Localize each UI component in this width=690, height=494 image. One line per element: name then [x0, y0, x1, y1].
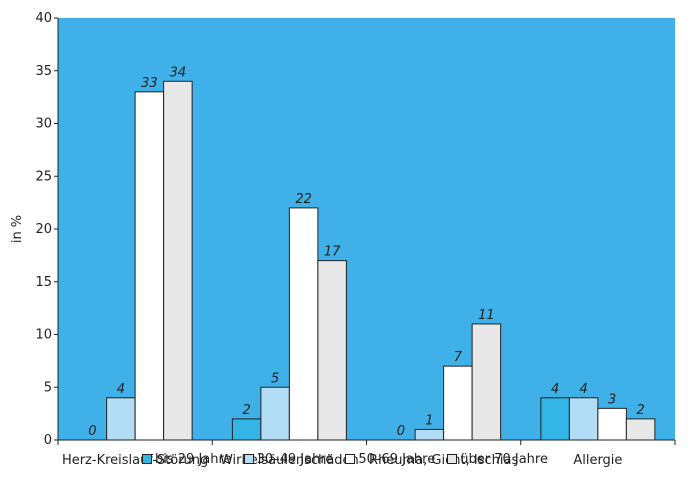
bar [597, 407, 627, 441]
legend-label: bis 29 Jahre [155, 451, 232, 467]
legend-label: über 70 Jahre [460, 451, 548, 467]
legend-label: 50–69 Jahre [358, 451, 436, 467]
data-label: 33 [141, 76, 158, 91]
data-label: 0 [88, 424, 96, 439]
bar [443, 365, 473, 441]
bar [471, 323, 502, 441]
data-label: 4 [117, 382, 125, 397]
bar [414, 428, 445, 441]
bar [625, 418, 656, 441]
data-label: 4 [551, 382, 559, 397]
legend-item: bis 29 Jahre [142, 452, 232, 467]
data-label: 1 [425, 413, 433, 428]
bar [231, 418, 262, 441]
y-tick-label: 35 [35, 64, 52, 79]
data-label: 17 [324, 245, 341, 260]
category-label: Wirbelsäulenschäden [220, 453, 359, 468]
data-label: 2 [242, 403, 250, 418]
legend-swatch [243, 454, 254, 464]
y-tick-label: 40 [35, 11, 52, 26]
data-label: 0 [397, 424, 405, 439]
y-axis-title: in % [10, 215, 25, 243]
legend-label: 30–49 Jahre [256, 451, 334, 467]
data-label: 22 [295, 192, 312, 207]
legend-swatch [345, 454, 356, 464]
bar [260, 386, 290, 441]
y-tick-label: 10 [35, 328, 52, 343]
y-tick-label: 0 [44, 433, 52, 448]
y-tick-label: 20 [35, 222, 52, 237]
legend: bis 29 Jahre 30–49 Jahre 50–69 Jahre über 7… [0, 449, 690, 469]
x-axis: Herz-Kreislauf-Störung Wirbelsäulenschäde… [57, 439, 676, 468]
data-label: 7 [454, 350, 463, 365]
bar [106, 397, 136, 441]
category-label: Rheuma, Gicht, Ischias [369, 453, 518, 468]
data-label: 34 [170, 65, 187, 80]
bars [106, 80, 656, 441]
legend-swatch [142, 454, 153, 464]
data-label: 2 [636, 403, 644, 418]
bar [540, 397, 570, 441]
y-axis: 0 5 10 15 20 25 30 35 40 [35, 11, 59, 448]
y-tick-label: 30 [35, 117, 52, 132]
y-tick-label: 25 [35, 169, 52, 184]
data-label: 5 [271, 371, 279, 386]
category-label: Herz-Kreislauf-Störung [62, 453, 208, 468]
data-label: 4 [579, 382, 587, 397]
data-label: 3 [608, 392, 616, 407]
data-label: 11 [478, 308, 495, 323]
legend-item: über 70 Jahre [447, 452, 548, 467]
y-tick-label: 15 [35, 275, 52, 290]
bar [568, 397, 599, 441]
bar [288, 207, 319, 441]
bar [317, 260, 347, 441]
y-tick-label: 5 [44, 380, 52, 395]
legend-swatch [447, 454, 458, 464]
category-label: Allergie [573, 453, 622, 468]
bar [163, 80, 193, 441]
legend-item: 50–69 Jahre [345, 452, 435, 467]
bar [134, 91, 165, 441]
legend-item: 30–49 Jahre [243, 451, 334, 467]
